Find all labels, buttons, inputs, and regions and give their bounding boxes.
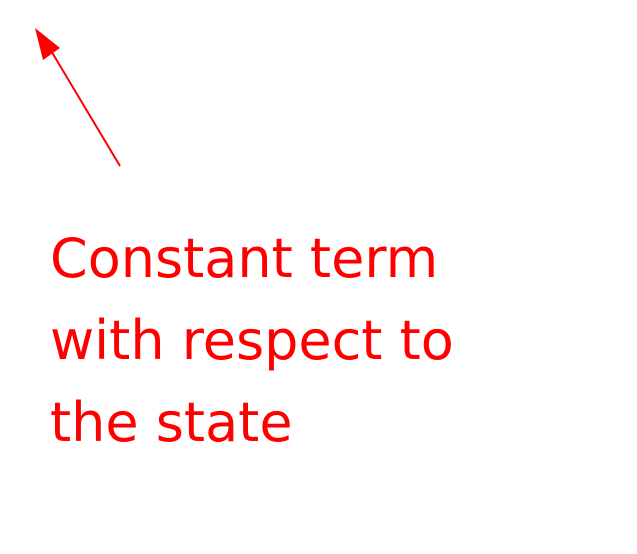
annotation-line-1: Constant term: [50, 227, 439, 290]
annotation-line-3: the state: [50, 391, 293, 454]
annotation-line-2: with respect to: [50, 309, 454, 372]
arrow-shaft: [46, 43, 121, 167]
annotation-text: Constant term with respect to the state: [50, 218, 625, 464]
arrow-head: [35, 28, 60, 60]
